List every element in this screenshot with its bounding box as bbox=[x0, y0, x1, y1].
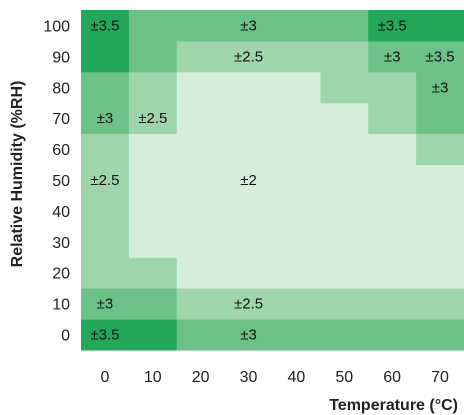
accuracy-label: ±3 bbox=[97, 110, 114, 127]
y-tick-label: 20 bbox=[52, 266, 70, 283]
heatmap-cell bbox=[416, 71, 464, 135]
y-axis-ticks: 0 10 20 30 40 50 60 70 80 90 100 bbox=[43, 18, 70, 344]
x-tick-label: 0 bbox=[100, 369, 109, 386]
y-tick-label: 40 bbox=[52, 204, 70, 221]
heatmap-cell bbox=[176, 40, 369, 73]
heatmap-cell bbox=[81, 133, 130, 258]
x-tick-label: 20 bbox=[192, 369, 210, 386]
y-tick-label: 90 bbox=[52, 49, 70, 66]
x-tick-label: 50 bbox=[335, 369, 353, 386]
y-tick-label: 80 bbox=[52, 80, 70, 97]
y-tick-label: 0 bbox=[61, 328, 70, 345]
x-tick-label: 40 bbox=[288, 369, 306, 386]
heatmap-cell bbox=[176, 257, 464, 289]
heatmap-cell bbox=[416, 40, 464, 73]
heatmap-cell bbox=[320, 102, 369, 135]
heatmap-cell bbox=[128, 71, 178, 135]
y-tick-label: 30 bbox=[52, 235, 70, 252]
x-axis-title: Temperature (°C) bbox=[329, 397, 458, 414]
accuracy-label: ±2.5 bbox=[138, 110, 167, 127]
y-tick-label: 10 bbox=[52, 297, 70, 314]
accuracy-label: ±3 bbox=[97, 296, 114, 313]
heatmap-cell bbox=[176, 71, 321, 135]
heatmap-cell bbox=[368, 10, 417, 42]
heatmap-cell bbox=[416, 133, 464, 166]
heatmap-cell bbox=[176, 10, 369, 42]
x-tick-label: 10 bbox=[144, 369, 162, 386]
heatmap-cell bbox=[128, 10, 178, 73]
heatmap-cell bbox=[416, 164, 464, 258]
heatmap-cell bbox=[81, 319, 178, 351]
heatmap-cell bbox=[176, 319, 464, 351]
heatmap-cell bbox=[368, 40, 417, 73]
heatmap-cell bbox=[320, 71, 369, 104]
accuracy-label: ±3.5 bbox=[90, 17, 119, 34]
heatmap-cell bbox=[81, 288, 178, 320]
heatmap-cell bbox=[81, 257, 178, 289]
y-tick-label: 50 bbox=[52, 173, 70, 190]
heatmap-cell bbox=[176, 288, 464, 320]
accuracy-label: ±3.5 bbox=[378, 17, 407, 34]
y-tick-label: 60 bbox=[52, 142, 70, 159]
x-tick-label: 60 bbox=[383, 369, 401, 386]
accuracy-label: ±2.5 bbox=[234, 296, 263, 313]
heatmap-cell bbox=[368, 71, 417, 135]
accuracy-label: ±3.5 bbox=[90, 327, 119, 344]
accuracy-label: ±3 bbox=[240, 17, 257, 34]
heatmap-cell bbox=[81, 71, 130, 135]
accuracy-label: ±3 bbox=[384, 48, 401, 65]
y-tick-label: 70 bbox=[52, 111, 70, 128]
accuracy-label: ±3.5 bbox=[426, 48, 455, 65]
heatmap-cells bbox=[81, 10, 464, 351]
y-axis-title: Relative Humidity (%RH) bbox=[9, 81, 26, 268]
x-tick-label: 30 bbox=[240, 369, 258, 386]
heatmap-cell bbox=[128, 133, 417, 258]
accuracy-label: ±3 bbox=[240, 327, 257, 344]
accuracy-label: ±2 bbox=[240, 172, 257, 189]
x-tick-label: 70 bbox=[431, 369, 449, 386]
accuracy-labels: ±3.5 ±3 ±3.5 ±2.5 ±3 ±3.5 ±3 ±3 ±2.5 ±2.5 ±2 ±3 ±2.5… bbox=[90, 17, 454, 343]
y-tick-label: 100 bbox=[43, 18, 70, 35]
accuracy-label: ±3 bbox=[432, 79, 449, 96]
x-axis-ticks: 0 10 20 30 40 50 60 70 bbox=[100, 369, 449, 386]
accuracy-label: ±2.5 bbox=[234, 48, 263, 65]
heatmap-cell bbox=[81, 10, 130, 73]
accuracy-label: ±2.5 bbox=[90, 172, 119, 189]
heatmap-cell bbox=[416, 10, 464, 42]
